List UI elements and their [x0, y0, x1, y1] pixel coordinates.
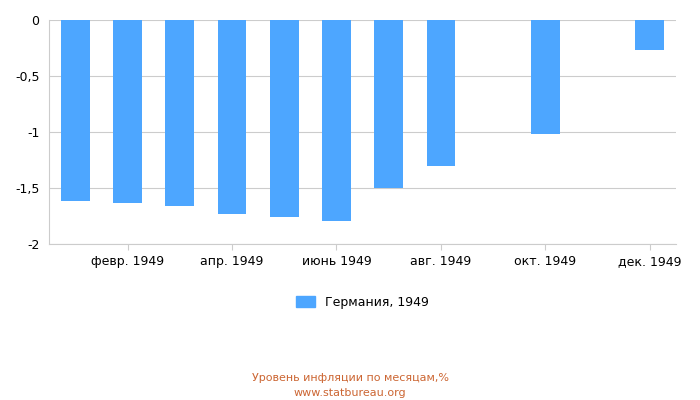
Bar [636, 20, 664, 50]
Text: www.statbureau.org: www.statbureau.org [294, 388, 406, 398]
Bar [165, 20, 194, 206]
Bar [374, 20, 403, 188]
Legend: Германия, 1949: Германия, 1949 [291, 291, 434, 314]
Bar [113, 20, 142, 203]
Bar [322, 20, 351, 221]
Bar [270, 20, 299, 217]
Text: Уровень инфляции по месяцам,%: Уровень инфляции по месяцам,% [251, 373, 449, 383]
Bar [61, 20, 90, 200]
Bar [218, 20, 246, 214]
Bar [531, 20, 560, 134]
Bar [426, 20, 455, 166]
